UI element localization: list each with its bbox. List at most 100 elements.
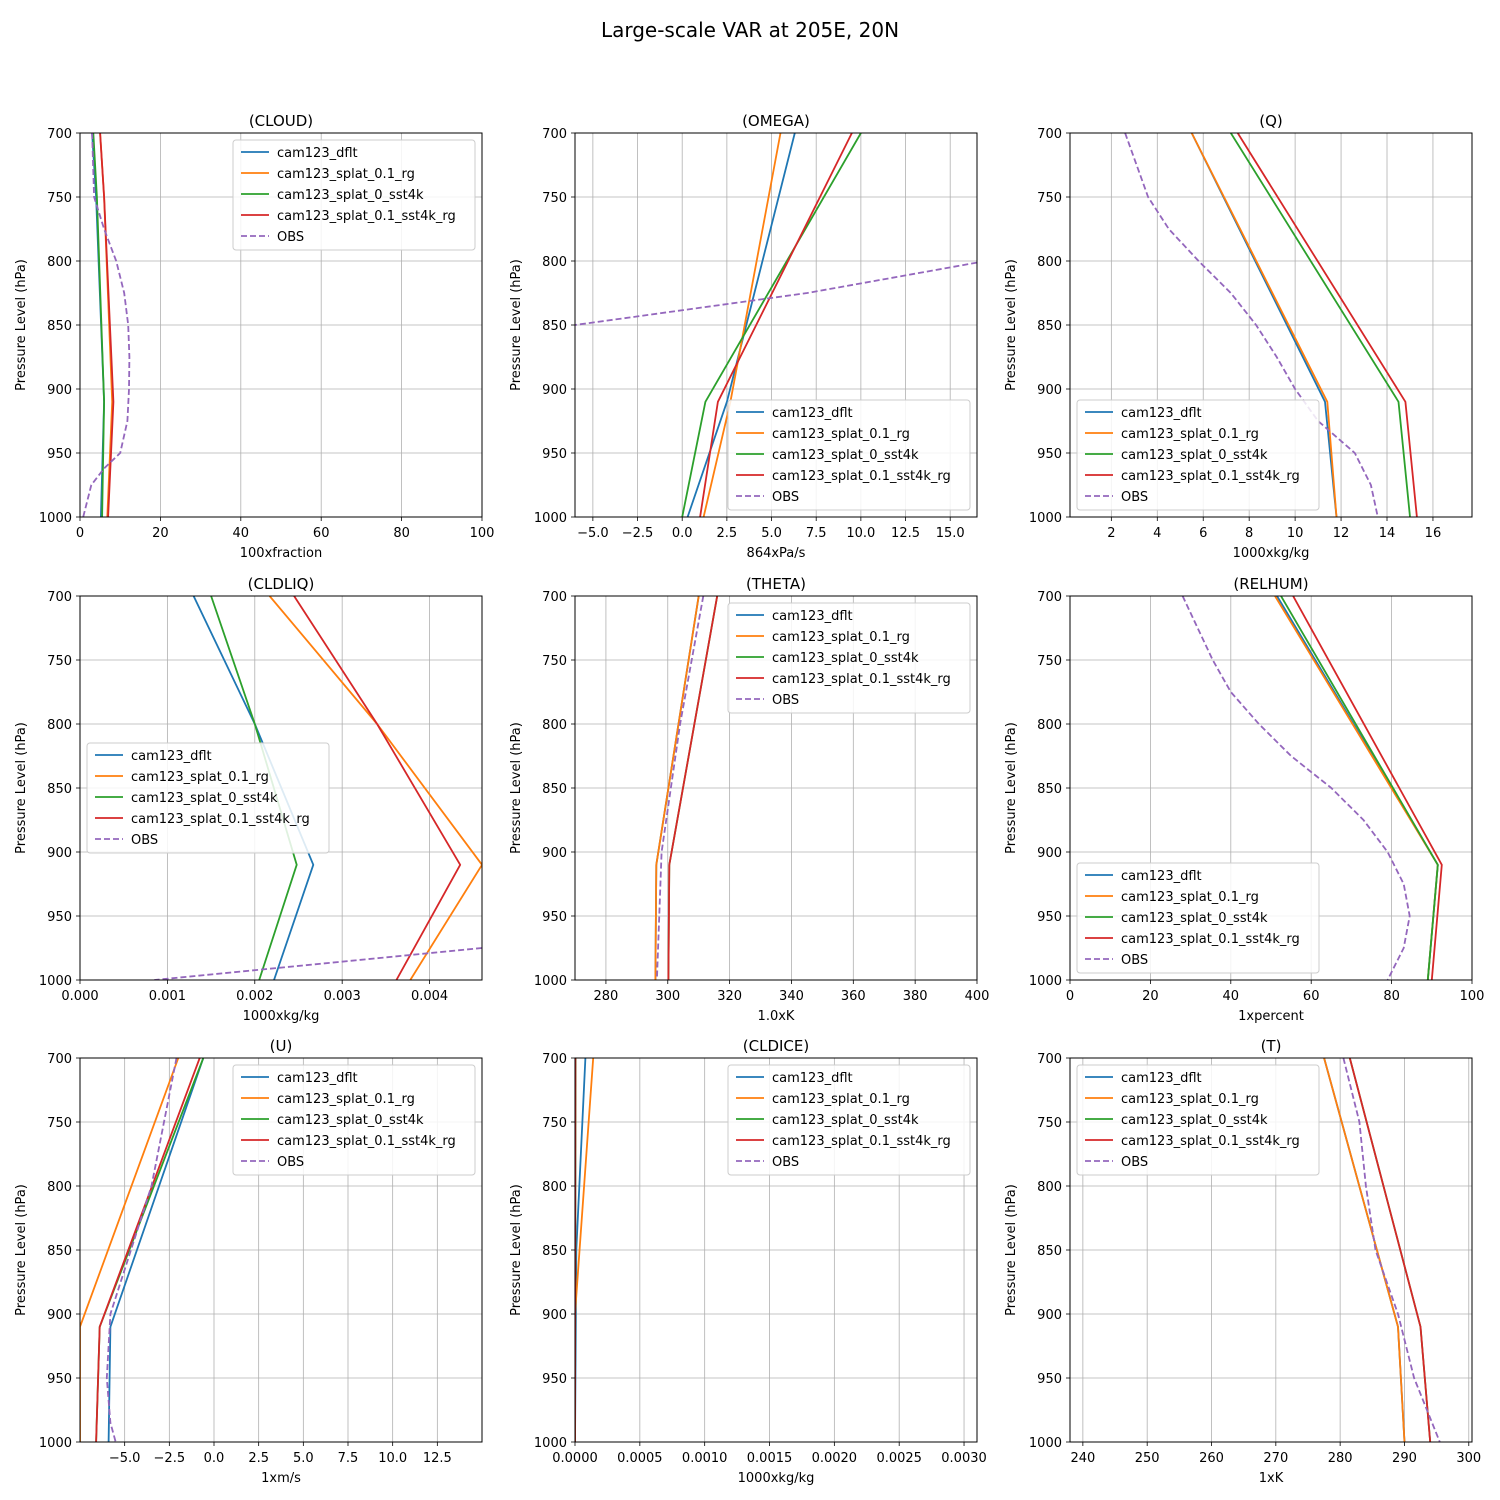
- series-line-obs: [105, 1058, 178, 1442]
- y-tick-label: 900: [1037, 383, 1062, 398]
- x-axis-label: 100xfraction: [240, 546, 322, 561]
- y-tick-label: 950: [1037, 447, 1062, 462]
- x-tick-label: 240: [1070, 1451, 1095, 1466]
- y-tick-label: 850: [542, 319, 567, 334]
- y-tick-label: 850: [1037, 1244, 1062, 1259]
- legend-label: OBS: [277, 1155, 304, 1170]
- legend-label: cam123_splat_0.1_sst4k_rg: [1121, 469, 1300, 484]
- y-tick-label: 950: [47, 1372, 72, 1387]
- legend-label: cam123_splat_0_sst4k: [772, 1113, 919, 1128]
- legend-label: OBS: [772, 693, 799, 708]
- legend-label: cam123_splat_0.1_rg: [277, 167, 415, 182]
- legend-label: cam123_splat_0_sst4k: [1121, 448, 1268, 463]
- x-tick-label: −2.5: [622, 526, 654, 541]
- y-tick-label: 700: [542, 590, 567, 605]
- x-tick-label: 0.002: [236, 989, 273, 1004]
- x-tick-label: 0: [76, 526, 84, 541]
- legend-box: [727, 399, 971, 511]
- axes-frame: [574, 1057, 978, 1443]
- x-tick-label: 10.0: [378, 1451, 407, 1466]
- legend-label: cam123_splat_0.1_sst4k_rg: [772, 1134, 951, 1149]
- legend-label: cam123_splat_0.1_rg: [1121, 427, 1259, 442]
- series-line-cam123-splat-0-sst4k: [681, 133, 862, 517]
- y-tick-label: 850: [1037, 319, 1062, 334]
- legend-box: [1076, 1064, 1320, 1176]
- series-line-cam123-splat-0-1-rg: [575, 1058, 595, 1442]
- panel-t: 240 250 260 270 280 290 300 700 750 800 850 900 950 1…: [1004, 1037, 1481, 1486]
- series-line-obs: [154, 947, 482, 980]
- y-tick-label: 700: [1037, 1052, 1062, 1067]
- series-group: [654, 596, 719, 980]
- y-tick-label: 950: [542, 447, 567, 462]
- y-axis-label: Pressure Level (hPa): [509, 722, 524, 854]
- x-tick-label: −5.0: [109, 1451, 141, 1466]
- x-tick-label: 2.5: [717, 526, 738, 541]
- series-line-cam123-splat-0-1-sst4k-rg: [1348, 1058, 1432, 1442]
- series-line-obs: [575, 261, 977, 326]
- legend-label: cam123_splat_0.1_rg: [1121, 890, 1259, 905]
- series-line-cam123-splat-0-1-sst4k-rg: [699, 133, 853, 517]
- series-line-cam123-splat-0-1-rg: [80, 1058, 180, 1442]
- y-tick-label: 700: [47, 590, 72, 605]
- legend: cam123_dflt cam123_splat_0.1_rg cam123_spl…: [86, 742, 330, 854]
- series-line-cam123-splat-0-sst4k: [1280, 596, 1439, 980]
- axes-frame: [1069, 1057, 1473, 1443]
- legend-label: cam123_splat_0.1_sst4k_rg: [772, 672, 951, 687]
- series-line-obs: [1342, 1058, 1441, 1442]
- y-tick-label: 750: [47, 1116, 72, 1131]
- series-line-cam123-splat-0-1-sst4k-rg: [1236, 133, 1418, 517]
- x-tick-label: 12: [1333, 526, 1350, 541]
- axes-frame: [574, 132, 978, 518]
- y-tick-label: 750: [47, 191, 72, 206]
- legend-box: [1076, 399, 1320, 511]
- y-tick-label: 900: [47, 846, 72, 861]
- x-tick-label: 60: [1303, 989, 1320, 1004]
- y-tick-label: 700: [47, 127, 72, 142]
- y-tick-label: 950: [542, 1372, 567, 1387]
- legend-label: OBS: [1121, 953, 1148, 968]
- y-tick-label: 700: [542, 127, 567, 142]
- x-tick-label: 280: [594, 989, 619, 1004]
- x-tick-label: 340: [779, 989, 804, 1004]
- x-tick-label: 40: [1223, 989, 1240, 1004]
- y-tick-label: 850: [542, 782, 567, 797]
- x-axis-label: 1xK: [1259, 1471, 1284, 1486]
- series-line-cam123-splat-0-1-sst4k-rg: [99, 133, 115, 517]
- y-tick-label: 1000: [39, 511, 72, 526]
- axes-frame: [79, 595, 483, 981]
- legend-label: cam123_splat_0.1_rg: [131, 770, 269, 785]
- y-tick-label: 1000: [1029, 511, 1062, 526]
- x-tick-label: 20: [152, 526, 169, 541]
- series-group: [1124, 133, 1418, 517]
- y-tick-label: 750: [542, 1116, 567, 1131]
- series-group: [80, 1058, 205, 1442]
- x-tick-label: 4: [1153, 526, 1161, 541]
- x-tick-label: −2.5: [154, 1451, 186, 1466]
- y-tick-label: 850: [542, 1244, 567, 1259]
- x-tick-label: 0.0: [672, 526, 693, 541]
- legend-label: cam123_splat_0_sst4k: [772, 448, 919, 463]
- axes-frame: [574, 595, 978, 981]
- legend-label: OBS: [131, 833, 158, 848]
- y-axis-label: Pressure Level (hPa): [509, 259, 524, 391]
- series-line-cam123-splat-0-1-sst4k-rg: [95, 1058, 201, 1442]
- legend-label: cam123_splat_0.1_rg: [277, 1092, 415, 1107]
- y-tick-label: 800: [47, 1180, 72, 1195]
- x-tick-label: 0.0: [204, 1451, 225, 1466]
- x-tick-label: 0.000: [61, 989, 98, 1004]
- y-tick-label: 1000: [534, 1436, 567, 1451]
- y-tick-label: 950: [1037, 910, 1062, 925]
- x-tick-label: 15.0: [936, 526, 965, 541]
- y-tick-label: 800: [542, 255, 567, 270]
- x-tick-label: 80: [393, 526, 410, 541]
- y-tick-label: 800: [1037, 255, 1062, 270]
- x-tick-label: 250: [1135, 1451, 1160, 1466]
- y-tick-label: 950: [47, 910, 72, 925]
- series-group: [1323, 1058, 1441, 1442]
- x-tick-label: 10.0: [846, 526, 875, 541]
- x-tick-label: 0.0020: [812, 1451, 858, 1466]
- y-tick-label: 800: [542, 718, 567, 733]
- y-tick-label: 850: [47, 319, 72, 334]
- x-tick-label: 5.0: [761, 526, 782, 541]
- legend-box: [86, 742, 330, 854]
